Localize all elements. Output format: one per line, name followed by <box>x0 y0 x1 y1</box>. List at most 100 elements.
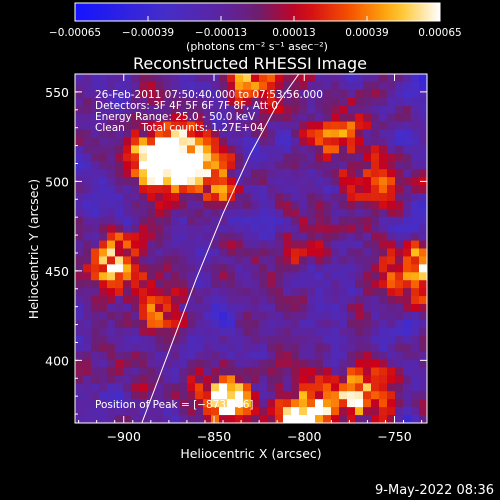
heatmap-cell <box>363 304 372 313</box>
heatmap-cell <box>235 74 244 83</box>
heatmap-cell <box>323 105 332 115</box>
heatmap-cell <box>179 89 188 99</box>
heatmap-cell <box>243 74 252 83</box>
heatmap-cell <box>123 232 132 242</box>
heatmap-cell <box>387 145 396 154</box>
heatmap-cell <box>211 137 220 146</box>
heatmap-cell <box>339 296 348 305</box>
heatmap-cell <box>267 240 276 250</box>
heatmap-cell <box>395 399 404 408</box>
heatmap-cell <box>139 327 148 337</box>
heatmap-cell <box>123 343 132 353</box>
heatmap-cell <box>163 407 172 416</box>
heatmap-cell <box>91 89 100 99</box>
heatmap-cell <box>91 399 100 408</box>
heatmap-cell <box>403 105 412 115</box>
heatmap-cell <box>283 391 292 400</box>
heatmap-cell <box>195 335 204 345</box>
heatmap-cell <box>115 240 124 250</box>
heatmap-cell <box>115 161 124 170</box>
heatmap-cell <box>347 335 356 345</box>
heatmap-cell <box>403 81 412 91</box>
heatmap-cell <box>331 296 340 305</box>
heatmap-cell <box>419 113 427 123</box>
heatmap-cell <box>211 192 220 202</box>
heatmap-cell <box>147 311 156 321</box>
heatmap-cell <box>147 129 156 139</box>
heatmap-cell <box>323 177 332 186</box>
heatmap-cell <box>379 359 388 369</box>
heatmap-cell <box>155 399 164 408</box>
heatmap-cell <box>363 192 372 202</box>
heatmap-cell <box>195 351 204 361</box>
heatmap-cell <box>243 304 252 313</box>
heatmap-cell <box>355 335 364 345</box>
heatmap-cell <box>395 137 404 146</box>
heatmap-cell <box>299 319 308 329</box>
heatmap-cell <box>107 216 116 226</box>
heatmap-cell <box>147 327 156 337</box>
heatmap-cell <box>243 97 252 107</box>
heatmap-cell <box>275 81 284 91</box>
heatmap-cell <box>131 351 140 361</box>
heatmap-cell <box>363 105 372 115</box>
heatmap-cell <box>91 304 100 313</box>
heatmap-cell <box>339 407 348 416</box>
heatmap-cell <box>171 288 180 297</box>
heatmap-cell <box>91 343 100 353</box>
heatmap-cell <box>235 343 244 353</box>
heatmap-cell <box>363 129 372 139</box>
heatmap-cell <box>395 319 404 329</box>
heatmap-cell <box>315 177 324 186</box>
x-tick-label: −850 <box>197 429 231 444</box>
heatmap-cell <box>347 391 356 400</box>
heatmap-cell <box>187 304 196 313</box>
heatmap-cell <box>211 248 220 258</box>
heatmap-cell <box>163 399 172 408</box>
x-axis: −900 −850 −800 −750 <box>78 74 423 444</box>
heatmap-cell <box>179 367 188 377</box>
heatmap-cell <box>251 343 260 353</box>
heatmap-cell <box>315 224 324 234</box>
heatmap-cell <box>147 407 156 416</box>
heatmap-cell <box>163 280 172 289</box>
heatmap-cell <box>403 185 412 194</box>
heatmap-cell <box>339 208 348 218</box>
heatmap-cell <box>347 248 356 258</box>
heatmap-cell <box>131 113 140 123</box>
heatmap-cell <box>323 415 332 423</box>
heatmap-cell <box>283 129 292 139</box>
heatmap-cell <box>179 407 188 416</box>
heatmap-cell <box>91 296 100 305</box>
heatmap-cell <box>339 74 348 83</box>
heatmap-cell <box>403 304 412 313</box>
heatmap-cell <box>307 304 316 313</box>
heatmap-cell <box>75 137 84 146</box>
heatmap-cell <box>171 343 180 353</box>
heatmap-cell <box>107 311 116 321</box>
heatmap-cell <box>283 169 292 178</box>
heatmap-cell <box>203 129 212 139</box>
heatmap-cell <box>307 288 316 297</box>
heatmap-cell <box>371 240 380 250</box>
heatmap-cell <box>419 192 427 202</box>
heatmap-cell <box>395 311 404 321</box>
heatmap-cell <box>379 415 388 423</box>
heatmap-cell <box>395 375 404 384</box>
heatmap-cell <box>387 208 396 218</box>
heatmap-cell <box>251 208 260 218</box>
heatmap-cell <box>211 97 220 107</box>
heatmap-cell <box>267 399 276 408</box>
heatmap-cell <box>187 367 196 377</box>
heatmap-cell <box>355 113 364 123</box>
heatmap-cell <box>123 97 132 107</box>
heatmap-cell <box>379 89 388 99</box>
heatmap-cell <box>123 375 132 384</box>
heatmap-cell <box>219 415 228 423</box>
heatmap-cell <box>347 145 356 154</box>
heatmap-cell <box>179 216 188 226</box>
heatmap-cell <box>219 391 228 400</box>
heatmap-cell <box>179 280 188 289</box>
heatmap-cell <box>283 359 292 369</box>
